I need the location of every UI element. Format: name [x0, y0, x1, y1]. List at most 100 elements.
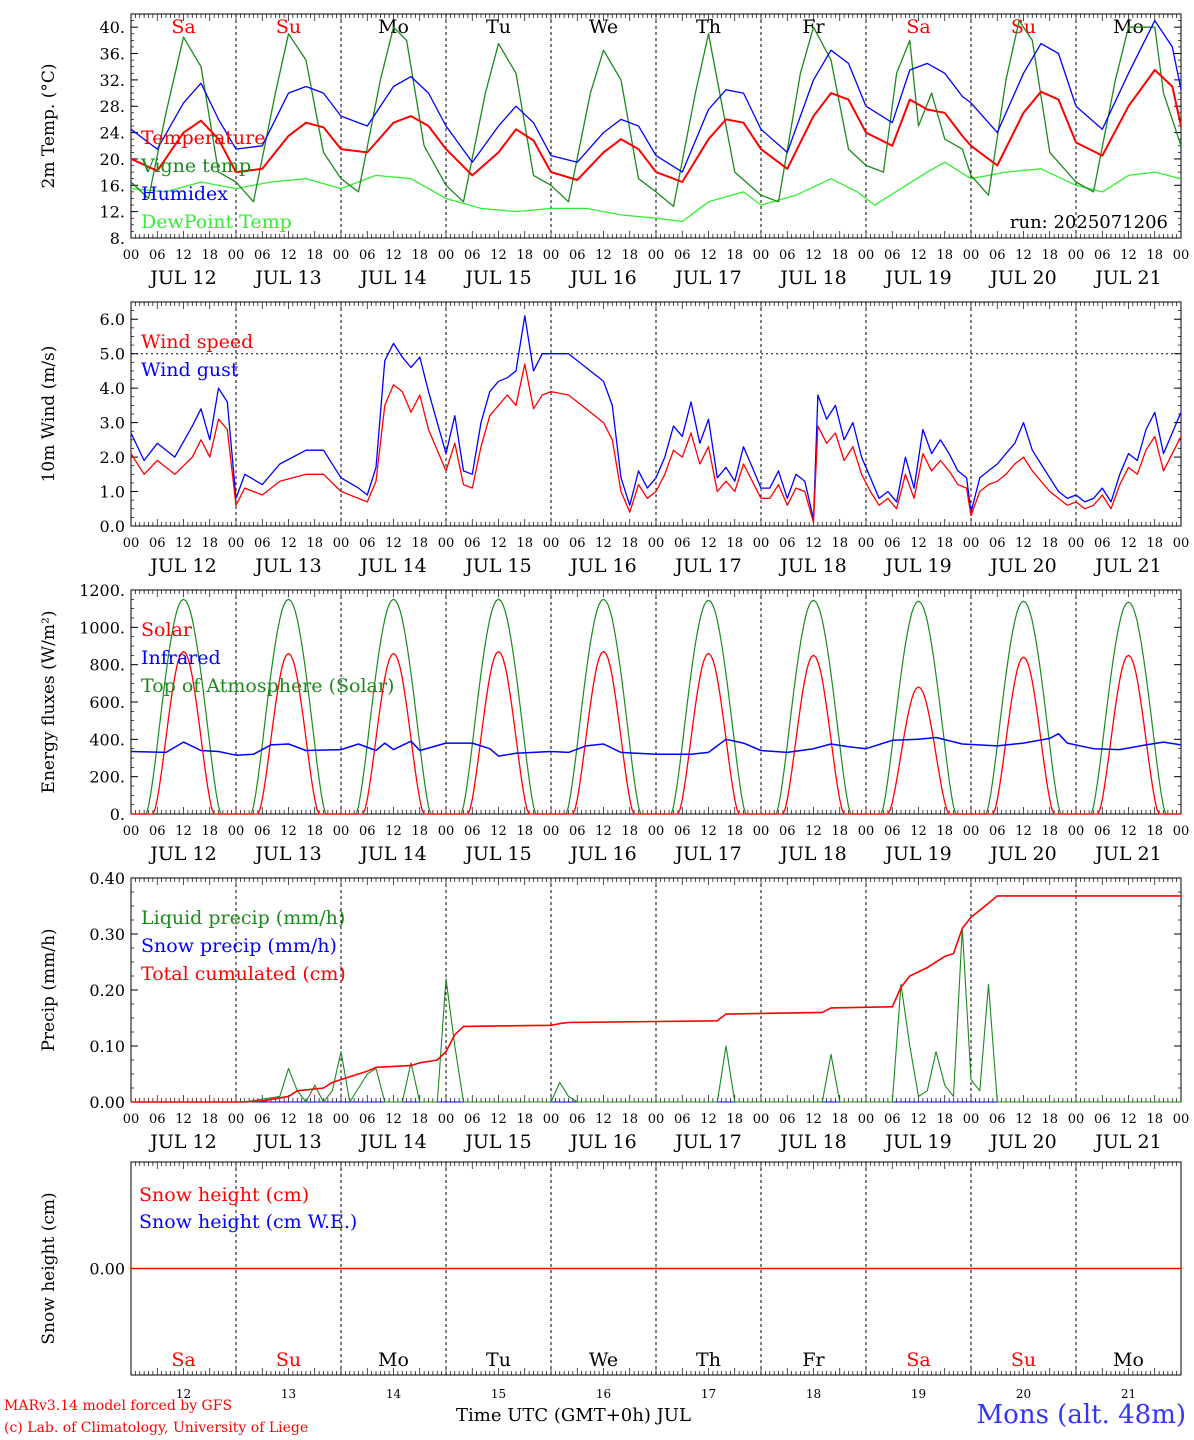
- day-number-label: 14: [386, 1387, 402, 1401]
- y-axis-label: 2m Temp. (°C): [39, 63, 59, 188]
- time-axis-title: Time UTC (GMT+0h) JUL: [456, 1405, 691, 1426]
- hour-tick-label: 12: [1120, 1112, 1137, 1127]
- hour-tick-label: 18: [1041, 1112, 1058, 1127]
- date-label: JUL 17: [673, 267, 741, 289]
- legend-label: DewPoint Temp: [141, 211, 292, 233]
- station-name: Mons (alt. 48m): [976, 1400, 1186, 1430]
- hour-tick-label: 18: [621, 1112, 638, 1127]
- day-name-label: Sa: [171, 16, 195, 38]
- date-label: JUL 15: [463, 555, 531, 577]
- y-tick-label: 0.10: [89, 1037, 125, 1056]
- legend-label: Top of Atmosphere (Solar): [141, 675, 394, 697]
- hour-tick-label: 12: [280, 1112, 297, 1127]
- day-number-label: 12: [176, 1387, 191, 1401]
- date-label: JUL 18: [778, 555, 846, 577]
- hour-tick-label: 18: [1146, 1112, 1163, 1127]
- hour-tick-label: 12: [490, 1112, 507, 1127]
- date-label: JUL 19: [883, 1131, 951, 1153]
- hour-tick-label: 12: [490, 248, 507, 263]
- hour-tick-label: 00: [438, 824, 455, 839]
- hour-tick-label: 06: [674, 248, 691, 263]
- hour-tick-label: 12: [1120, 824, 1137, 839]
- hour-tick-label: 00: [438, 536, 455, 551]
- hour-tick-label: 06: [779, 824, 796, 839]
- hour-tick-label: 12: [700, 536, 717, 551]
- date-label: JUL 12: [148, 1131, 216, 1153]
- hour-tick-label: 00: [648, 536, 665, 551]
- series-temperature: [130, 69, 1182, 183]
- date-label: JUL 18: [778, 843, 846, 865]
- hour-tick-label: 12: [805, 824, 822, 839]
- hour-tick-label: 00: [228, 1112, 245, 1127]
- date-label: JUL 13: [253, 1131, 321, 1153]
- y-tick-label: 28.: [100, 97, 125, 116]
- date-label: JUL 17: [673, 555, 741, 577]
- hour-tick-label: 06: [464, 1112, 481, 1127]
- date-label: JUL 18: [778, 267, 846, 289]
- y-tick-label: 1.0: [100, 483, 125, 502]
- hour-tick-label: 18: [831, 1112, 848, 1127]
- hour-tick-label: 12: [175, 248, 192, 263]
- hour-tick-label: 00: [1068, 1112, 1085, 1127]
- y-tick-label: 0.: [110, 805, 125, 824]
- hour-tick-label: 12: [595, 248, 612, 263]
- hour-tick-label: 00: [333, 248, 350, 263]
- legend-label: Wind gust: [141, 359, 239, 381]
- hour-tick-label: 00: [753, 1112, 770, 1127]
- y-tick-label: 0.40: [89, 869, 125, 888]
- date-label: JUL 17: [673, 843, 741, 865]
- hour-tick-label: 00: [753, 536, 770, 551]
- panel-frame-1: [130, 301, 1182, 527]
- date-label: JUL 14: [358, 843, 426, 865]
- series-infrared: [130, 732, 1182, 757]
- hour-tick-label: 06: [1094, 824, 1111, 839]
- y-axis-label: Energy fluxes (W/m²): [39, 611, 59, 794]
- day-number-label: 21: [1121, 1387, 1136, 1401]
- date-label: JUL 14: [358, 267, 426, 289]
- hour-tick-label: 00: [1068, 536, 1085, 551]
- y-tick-label: 12.: [100, 203, 125, 222]
- series-wind-speed: [130, 363, 1182, 524]
- hour-tick-label: 06: [569, 1112, 586, 1127]
- hour-tick-label: 06: [464, 536, 481, 551]
- hour-tick-label: 18: [831, 248, 848, 263]
- hour-tick-label: 12: [280, 248, 297, 263]
- hour-tick-label: 18: [831, 824, 848, 839]
- hour-tick-label: 00: [753, 824, 770, 839]
- hour-tick-label: 06: [569, 824, 586, 839]
- date-label: JUL 19: [883, 843, 951, 865]
- hour-tick-label: 18: [936, 1112, 953, 1127]
- y-tick-label: 20.: [100, 150, 125, 169]
- hour-tick-label: 00: [333, 536, 350, 551]
- legend-label: Snow height (cm W.E.): [139, 1211, 357, 1233]
- day-name-label: Su: [276, 1349, 301, 1371]
- date-label: JUL 16: [568, 555, 636, 577]
- y-axis-label: Precip (mm/h): [39, 928, 59, 1051]
- date-label: JUL 19: [883, 267, 951, 289]
- hour-tick-label: 06: [254, 536, 271, 551]
- hour-tick-label: 18: [936, 248, 953, 263]
- hour-tick-label: 06: [779, 536, 796, 551]
- legend-label: Humidex: [141, 183, 228, 205]
- series-dewpoint-temp: [130, 161, 1182, 223]
- hour-tick-label: 18: [201, 824, 218, 839]
- y-tick-label: 0.30: [89, 925, 125, 944]
- hour-tick-label: 06: [779, 1112, 796, 1127]
- hour-tick-label: 00: [123, 248, 140, 263]
- hour-tick-label: 12: [805, 536, 822, 551]
- hour-tick-label: 06: [359, 1112, 376, 1127]
- hour-tick-label: 06: [989, 536, 1006, 551]
- hour-tick-label: 00: [1068, 248, 1085, 263]
- hour-tick-label: 00: [648, 1112, 665, 1127]
- hour-tick-label: 12: [1015, 824, 1032, 839]
- date-label: JUL 20: [988, 555, 1056, 577]
- hour-tick-label: 00: [123, 536, 140, 551]
- day-name-label: Th: [696, 16, 721, 38]
- hour-tick-label: 00: [963, 1112, 980, 1127]
- hour-tick-label: 18: [411, 1112, 428, 1127]
- legend-label: Snow precip (mm/h): [141, 935, 337, 957]
- y-tick-label: 32.: [100, 71, 125, 90]
- hour-tick-label: 06: [254, 824, 271, 839]
- hour-tick-label: 12: [385, 1112, 402, 1127]
- panel-frame-0: [130, 13, 1182, 239]
